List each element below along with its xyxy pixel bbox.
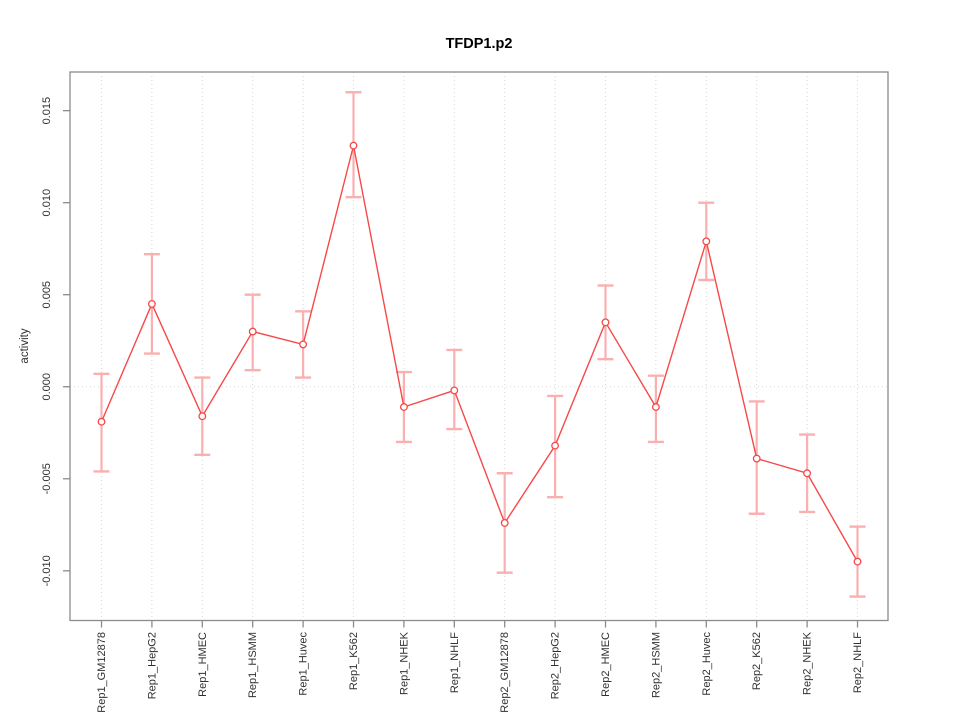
data-point-marker (601, 318, 610, 327)
chart-title: TFDP1.p2 (446, 36, 513, 52)
data-point-marker (702, 237, 711, 246)
x-category-label: Rep2_NHLF (852, 632, 864, 693)
data-point-marker (551, 441, 560, 450)
data-point-marker (752, 454, 761, 463)
data-point-marker (803, 469, 812, 478)
x-category-label: Rep1_HMEC (197, 632, 209, 697)
data-point-marker (450, 386, 459, 395)
data-point-marker (198, 412, 207, 421)
y-tick-label: 0.010 (41, 189, 53, 217)
data-point-marker (349, 141, 358, 150)
data-point-marker (651, 403, 660, 411)
y-tick-label: -0.010 (41, 555, 53, 586)
x-category-label: Rep1_GM12878 (96, 632, 108, 713)
error-bars (93, 91, 866, 598)
data-point-marker (299, 340, 308, 349)
x-category-label: Rep2_HepG2 (550, 632, 562, 699)
x-category-label: Rep1_HSMM (247, 632, 259, 698)
data-point-marker (500, 518, 509, 527)
series-line (100, 145, 859, 562)
y-tick-label: 0.005 (41, 281, 53, 309)
x-category-label: Rep2_K562 (751, 632, 763, 690)
data-point-marker (147, 299, 156, 308)
x-category-label: Rep2_Huvec (701, 632, 713, 696)
data-point-marker (399, 403, 408, 411)
gridlines (70, 72, 888, 621)
y-axis-label: activity (19, 328, 31, 363)
data-point-marker (248, 327, 257, 336)
y-tick-label: 0.015 (41, 97, 53, 125)
x-category-label: Rep1_Huvec (298, 632, 310, 696)
y-tick-label: -0.005 (41, 463, 53, 494)
series-polyline (100, 145, 859, 562)
x-category-label: Rep2_HMEC (600, 632, 612, 697)
data-point-marker (97, 417, 106, 426)
plot-frame (69, 71, 889, 622)
x-category-label: Rep1_NHEK (398, 631, 410, 695)
x-category-label: Rep2_HSMM (650, 632, 662, 698)
x-category-label: Rep2_GM12878 (499, 632, 511, 713)
x-category-label: Rep1_K562 (348, 632, 360, 690)
x-category-label: Rep1_NHLF (449, 632, 461, 693)
axis-labels: TFDP1.p2 activity -0.010 -0.005 0.000 0.005… (19, 36, 864, 713)
x-category-label: Rep1_HepG2 (146, 632, 158, 699)
series-markers (97, 141, 862, 566)
data-point-marker (853, 557, 862, 566)
y-tick-label: 0.000 (41, 373, 53, 401)
x-category-label: Rep2_NHEK (802, 631, 814, 695)
axes (63, 71, 889, 628)
